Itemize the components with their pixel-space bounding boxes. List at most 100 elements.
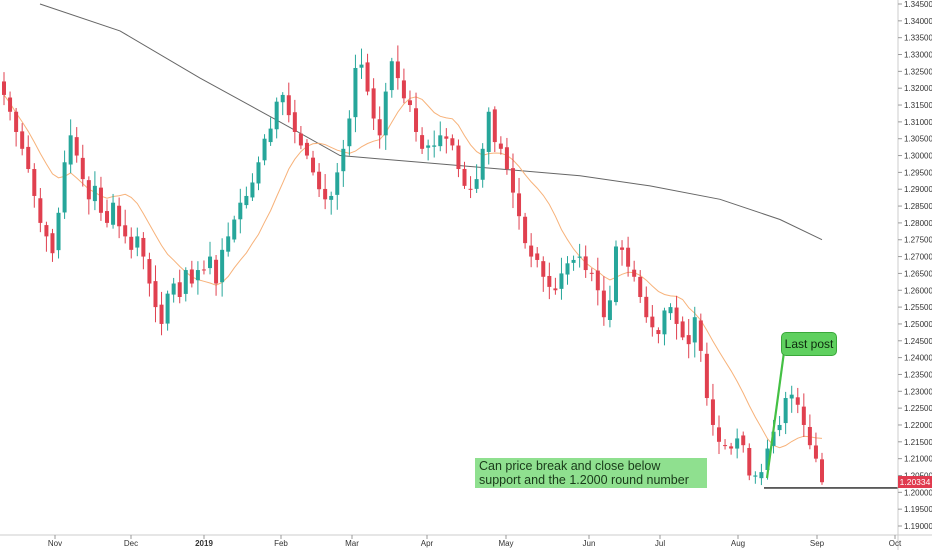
- candle-body: [129, 236, 134, 250]
- candle-body: [438, 135, 443, 147]
- candle-body: [189, 269, 194, 284]
- candle-body: [577, 256, 582, 258]
- candle-body: [256, 162, 261, 184]
- candle-body: [208, 256, 213, 269]
- candle-body: [286, 95, 291, 116]
- candle-body: [529, 245, 534, 257]
- candle-body: [244, 195, 249, 206]
- candle-body: [86, 180, 91, 200]
- x-tick-label: May: [498, 539, 513, 548]
- candle-body: [450, 138, 455, 146]
- candle-body: [335, 172, 340, 195]
- x-tick-label: Aug: [731, 539, 745, 548]
- candle-body: [486, 111, 491, 152]
- candle-body: [274, 101, 279, 130]
- candle-body: [304, 142, 309, 156]
- candle-body: [753, 475, 758, 477]
- candle-body: [432, 145, 437, 147]
- candle-body: [644, 296, 649, 318]
- last-post-callout[interactable]: Last post: [781, 332, 837, 356]
- ma-slow-line: [39, 3, 823, 241]
- candle-body: [32, 169, 37, 196]
- candle-body: [498, 143, 503, 149]
- candle-body: [117, 205, 122, 227]
- y-tick-label: 1.29000: [904, 185, 932, 194]
- candle-body: [589, 272, 594, 274]
- candle-body: [141, 237, 146, 257]
- x-axis: Nov Dec 2019 Feb Mar Apr May Jun Jul Aug Sep Oct: [0, 534, 932, 548]
- y-tick-label: 1.30500: [904, 135, 932, 144]
- candle-body: [74, 137, 79, 156]
- x-tick-label: Feb: [274, 539, 288, 548]
- candle-body: [571, 259, 576, 263]
- candle-body: [820, 459, 824, 483]
- candle-body: [226, 236, 231, 252]
- candle-body: [662, 310, 667, 335]
- candle-body: [777, 424, 782, 431]
- candle-body: [268, 128, 273, 143]
- candle-body: [759, 472, 764, 479]
- y-tick-label: 1.26000: [904, 286, 932, 295]
- candle-body: [80, 157, 85, 180]
- candle-body: [607, 300, 612, 320]
- candle-body: [504, 147, 509, 170]
- y-tick-label: 1.23500: [904, 370, 932, 379]
- candle-body: [56, 212, 61, 251]
- candle-body: [14, 111, 19, 132]
- candle-body: [50, 233, 55, 254]
- candle-body: [510, 168, 515, 193]
- candle-body: [353, 67, 358, 118]
- candles-group: [2, 45, 824, 486]
- y-tick-label: 1.33000: [904, 51, 932, 60]
- candle-body: [613, 246, 618, 303]
- candle-body: [668, 307, 673, 314]
- candle-body: [44, 225, 49, 237]
- candle-body: [262, 138, 267, 161]
- candle-body: [620, 247, 625, 250]
- candle-body: [523, 216, 528, 244]
- candle-body: [250, 182, 255, 198]
- candle-body: [232, 219, 237, 240]
- candle-body: [323, 188, 328, 200]
- y-tick-label: 1.22000: [904, 421, 932, 430]
- candle-body: [468, 188, 473, 190]
- candle-body: [20, 131, 25, 149]
- candle-body: [214, 259, 219, 284]
- candle-body: [92, 185, 97, 202]
- x-tick-label: 2019: [195, 539, 213, 548]
- y-tick-label: 1.24500: [904, 337, 932, 346]
- candle-body: [795, 397, 800, 405]
- candle-body: [165, 293, 170, 324]
- candle-body: [371, 88, 376, 119]
- candle-body: [359, 64, 364, 68]
- y-tick-label: 1.20500: [904, 471, 932, 480]
- candle-body: [347, 118, 352, 147]
- candle-body: [2, 81, 6, 95]
- candle-body: [105, 211, 110, 223]
- y-tick-label: 1.28500: [904, 202, 932, 211]
- candle-body: [420, 135, 425, 149]
- x-tick-label: Jul: [655, 539, 665, 548]
- callout-pointer: [765, 351, 786, 479]
- candle-body: [710, 399, 715, 425]
- candle-body: [535, 253, 540, 260]
- candle-body: [553, 288, 558, 291]
- x-tick-label: Jun: [583, 539, 596, 548]
- candle-body: [456, 145, 461, 170]
- candle-body: [123, 225, 128, 237]
- y-tick-label: 1.22500: [904, 404, 932, 413]
- candle-body: [62, 162, 67, 213]
- ma-fast-line-group: [3, 94, 823, 449]
- candle-body: [292, 112, 297, 132]
- candle-body: [638, 276, 643, 297]
- candle-body: [317, 171, 322, 190]
- x-tick-label: Dec: [124, 539, 138, 548]
- candle-body: [789, 394, 794, 399]
- y-tick-label: 1.23000: [904, 387, 932, 396]
- candle-body: [201, 269, 206, 271]
- candle-body: [632, 269, 637, 277]
- candle-body: [98, 187, 103, 213]
- y-tick-label: 1.27500: [904, 236, 932, 245]
- candle-body: [583, 256, 588, 271]
